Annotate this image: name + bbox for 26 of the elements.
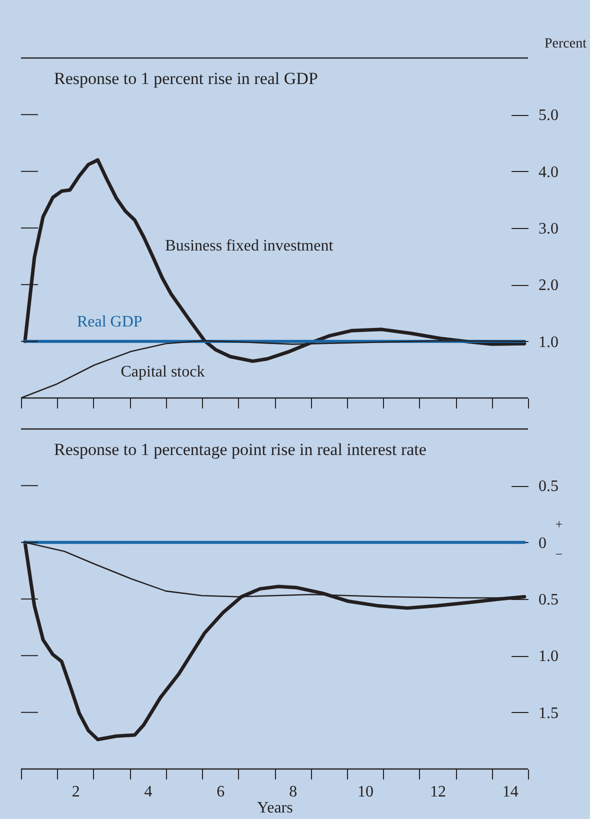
series-label: Real GDP xyxy=(76,313,142,330)
y-axis-title: Percent xyxy=(544,36,587,52)
series-label: Business fixed investment xyxy=(165,237,334,254)
y-tick-label: 0.5 xyxy=(538,478,558,496)
y-tick-label: 1.5 xyxy=(538,704,558,722)
x-tick-label: 8 xyxy=(289,784,298,800)
text: Response to 1 percent rise in real GDP xyxy=(54,69,318,88)
y-tick-label: 0 xyxy=(538,534,546,552)
y-tick-label: 0.5 xyxy=(538,592,558,608)
series-label: Capital stock xyxy=(120,364,205,381)
x-tick-label: 4 xyxy=(144,784,152,800)
y-tick-label: 2.0 xyxy=(538,277,558,294)
text: Response to 1 percentage point rise in real interest rate xyxy=(54,440,426,459)
text: + xyxy=(555,516,563,532)
y-tick-label: 1.0 xyxy=(538,648,558,666)
y-tick-label: 3.0 xyxy=(538,220,558,238)
text: − xyxy=(555,546,563,562)
x-tick-label: 6 xyxy=(216,784,225,800)
y-tick-label: 4.0 xyxy=(538,164,558,181)
x-tick-label: 14 xyxy=(502,784,518,800)
x-tick-label: 12 xyxy=(430,784,446,800)
x-tick-label: 10 xyxy=(358,784,374,800)
y-tick-label: 1.0 xyxy=(538,334,558,351)
y-tick-label: 5.0 xyxy=(538,107,558,124)
x-axis-title: Years xyxy=(257,800,293,816)
x-tick-label: 2 xyxy=(72,784,80,800)
